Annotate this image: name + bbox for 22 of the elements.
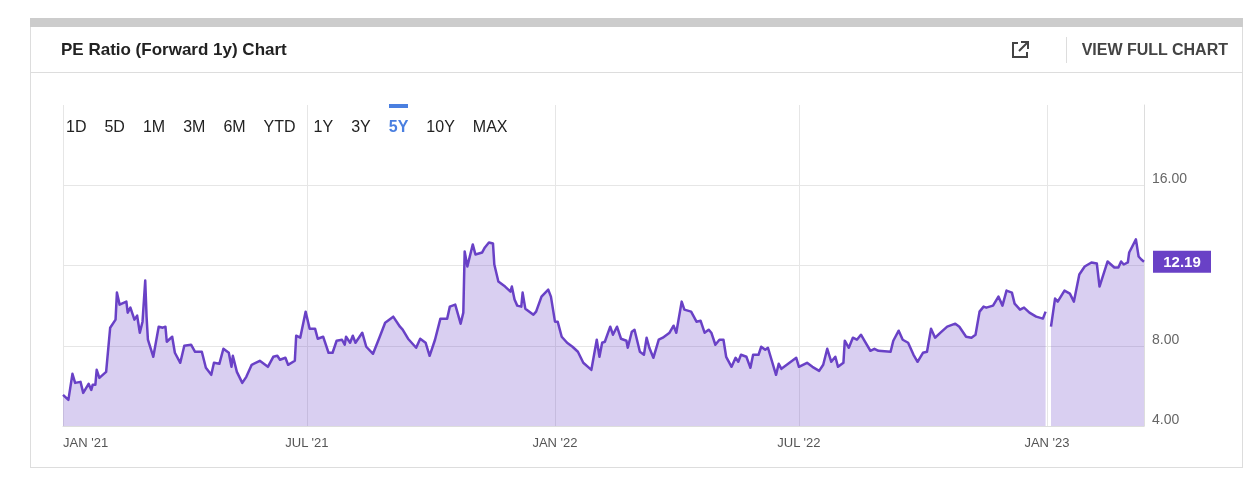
annotation: MAX (472, 118, 508, 136)
annotation: 3Y (351, 118, 371, 136)
x-tick-label: JAN '23 (1024, 435, 1070, 450)
annotation: 10Y (426, 118, 455, 136)
annotation: 1D (66, 118, 87, 136)
y-tick-label: 16.00 (1152, 170, 1188, 187)
annotation: 5D (104, 118, 125, 136)
y-tick-label: 8.00 (1152, 330, 1180, 347)
annotation: 12.19 (1163, 253, 1201, 271)
text: VIEW FULL CHART (1081, 41, 1228, 59)
x-tick-label: JUL '22 (777, 435, 821, 450)
annotation: 5Y (388, 118, 409, 136)
x-tick-label: JAN '21 (63, 435, 109, 450)
x-tick-label: JAN '22 (532, 435, 578, 450)
annotation: 6M (223, 118, 246, 136)
annotation: YTD (263, 118, 296, 136)
chart-title: PE Ratio (Forward 1y) Chart (61, 40, 287, 60)
y-tick-label: 4.00 (1152, 411, 1180, 427)
annotation: 1Y (313, 118, 334, 136)
annotation: 1M (142, 118, 166, 136)
annotation: 3M (183, 118, 206, 136)
x-tick-label: JUL '21 (285, 435, 329, 450)
